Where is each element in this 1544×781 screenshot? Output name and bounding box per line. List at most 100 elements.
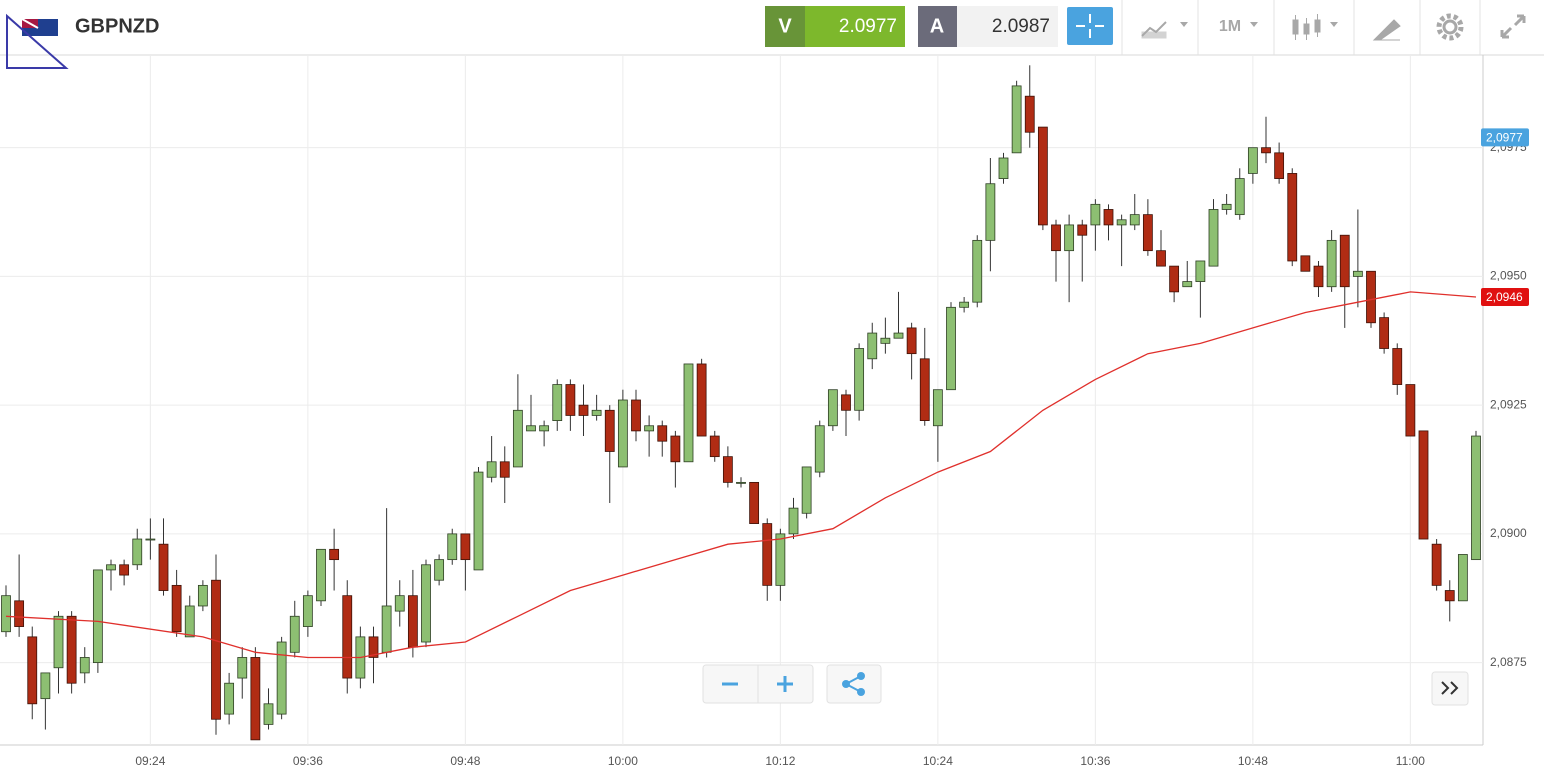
candle-body xyxy=(407,595,418,648)
crosshair-icon xyxy=(1076,14,1104,38)
candle-body xyxy=(1182,281,1193,288)
y-tick-label: 2,0900 xyxy=(1490,526,1527,540)
candle-body xyxy=(342,595,353,679)
ma-value-label: 2,0946 xyxy=(1486,290,1523,304)
candle-body xyxy=(880,337,891,344)
candle-body xyxy=(893,332,904,339)
candle-body xyxy=(92,569,103,664)
x-tick-label: 10:12 xyxy=(765,754,795,768)
candle-body xyxy=(79,657,90,674)
settings-button[interactable] xyxy=(1436,13,1464,41)
y-tick-label: 2,0950 xyxy=(1490,269,1527,283)
candle-body xyxy=(53,615,64,669)
candle-body xyxy=(1300,255,1311,272)
candle-body xyxy=(1444,590,1455,602)
zoom-in-button[interactable] xyxy=(777,676,793,692)
x-tick-label: 11:00 xyxy=(1396,754,1425,768)
candle-body xyxy=(670,435,681,463)
candle-body xyxy=(486,461,497,478)
candle-body xyxy=(631,399,641,432)
x-tick-label: 09:36 xyxy=(293,754,323,768)
candle-body xyxy=(932,389,943,427)
candle-body xyxy=(1234,178,1245,216)
candle-body xyxy=(775,533,786,586)
candle-body xyxy=(1366,270,1376,324)
x-tick-label: 10:36 xyxy=(1080,754,1110,768)
candle-body xyxy=(1129,214,1140,226)
candle-body xyxy=(197,584,208,607)
candle-body xyxy=(263,703,274,725)
candle-body xyxy=(460,533,471,561)
corner-marker xyxy=(6,13,69,69)
candle-body xyxy=(998,157,1009,179)
candle-body xyxy=(1077,224,1088,236)
candle-body xyxy=(211,579,221,720)
candle-body xyxy=(683,363,694,463)
candle-body xyxy=(1457,554,1468,602)
candle-body xyxy=(854,348,865,411)
flag-icon xyxy=(21,18,58,36)
candle-body xyxy=(867,332,878,360)
period-button[interactable]: 1M xyxy=(1219,18,1241,35)
ask-value-box[interactable] xyxy=(957,6,1058,47)
scroll-icon xyxy=(1441,681,1459,695)
bid-button[interactable] xyxy=(765,6,805,47)
last-price-box xyxy=(1481,128,1529,147)
candle-body xyxy=(158,543,169,591)
bid-value-box[interactable] xyxy=(805,6,905,47)
candle-body xyxy=(329,548,340,561)
candle-body xyxy=(906,327,917,355)
scroll-to-end-button[interactable] xyxy=(1431,671,1469,706)
candle-body xyxy=(1090,203,1101,226)
candle-body xyxy=(381,605,392,653)
drawing-tools-button[interactable] xyxy=(1372,19,1401,41)
x-tick-label: 09:24 xyxy=(135,754,165,768)
candle-body xyxy=(421,564,431,643)
candle-body xyxy=(1142,214,1153,252)
candle-body xyxy=(736,481,746,484)
candle-body xyxy=(1156,250,1166,267)
x-tick-label: 09:48 xyxy=(450,754,480,768)
x-tick-label: 10:24 xyxy=(923,754,953,768)
candle-body xyxy=(224,682,235,715)
candle-body xyxy=(276,641,287,715)
candle-body xyxy=(66,615,77,684)
candle-body xyxy=(919,358,930,421)
ma-value-box xyxy=(1481,288,1529,307)
candle-body xyxy=(696,363,707,437)
candle-body xyxy=(565,384,576,416)
candle-body xyxy=(959,301,970,308)
ask-button[interactable] xyxy=(918,6,957,47)
chart-type-button[interactable] xyxy=(1141,21,1188,39)
candle-body xyxy=(14,600,25,627)
candle-style-button[interactable] xyxy=(1292,14,1338,40)
candle-body xyxy=(289,615,300,653)
candle-body xyxy=(27,636,38,705)
symbol[interactable]: GBPNZD xyxy=(75,15,159,37)
candle-body xyxy=(473,471,484,571)
candle-body xyxy=(1221,203,1232,210)
candle-body xyxy=(657,425,668,442)
candle-body xyxy=(841,394,851,411)
candle-body xyxy=(1011,85,1022,154)
candle-body xyxy=(972,239,983,303)
y-tick-label: 2,0875 xyxy=(1490,655,1527,669)
crosshair-button[interactable] xyxy=(1067,7,1113,45)
candle-body xyxy=(1024,95,1035,133)
fullscreen-button[interactable] xyxy=(1500,14,1526,39)
bid-value: 2.0977 xyxy=(839,16,897,37)
candle-body xyxy=(827,389,838,427)
candle-body xyxy=(604,409,615,452)
share-button[interactable] xyxy=(842,672,865,696)
candle-body xyxy=(184,605,195,638)
period-caret xyxy=(1250,22,1258,27)
candle-body xyxy=(722,456,733,483)
candle-body xyxy=(40,672,51,700)
candle-body xyxy=(119,564,130,576)
candle-body xyxy=(1,595,11,633)
candle-body xyxy=(1195,260,1206,282)
candle-body xyxy=(1287,173,1298,262)
candle-body xyxy=(578,404,589,416)
